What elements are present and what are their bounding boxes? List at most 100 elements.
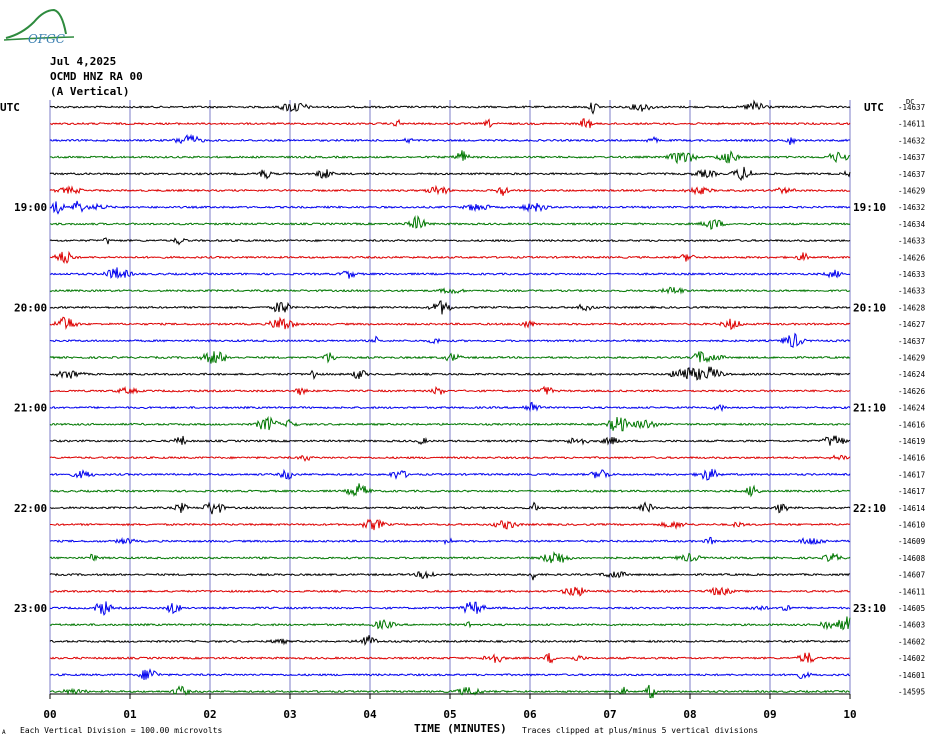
dc-offset-33: -14602: [898, 654, 925, 663]
trace-32: [49, 635, 851, 646]
dc-offset-9: -14626: [898, 253, 926, 262]
trace-21: [49, 454, 851, 462]
dc-offset-30: -14605: [898, 604, 925, 613]
trace-18: [49, 401, 851, 413]
x-tick-label-10: 10: [843, 708, 856, 721]
trace-7: [50, 215, 851, 230]
trace-11: [49, 286, 851, 295]
x-tick-label-05: 05: [443, 708, 456, 721]
right-utc-label: UTC: [864, 101, 884, 114]
trace-27: [49, 551, 851, 564]
trace-28: [49, 570, 851, 581]
dc-offset-21: -14616: [898, 454, 926, 463]
right-hour-label: 19:10: [853, 201, 886, 214]
dc-offset-29: -14611: [898, 587, 925, 596]
dc-offset-32: -14602: [898, 637, 925, 646]
dc-offset-1: -14611: [898, 120, 925, 129]
trace-25: [50, 518, 851, 531]
label-group: 00 01 02 03 04 05 06 07 08 09 10 -14637 -14611 -14632…: [14, 98, 926, 721]
dc-offset-23: -14617: [898, 487, 925, 496]
x-tick-label-00: 00: [43, 708, 56, 721]
dc-offset-25: -14610: [898, 521, 926, 530]
trace-29: [49, 586, 851, 597]
dc-offset-8: -14633: [898, 237, 925, 246]
grid-lines: [49, 100, 851, 699]
right-hour-label: 23:10: [853, 602, 886, 615]
dc-offset-6: -14632: [898, 203, 925, 212]
trace-24: [49, 501, 851, 515]
trace-17: [49, 385, 851, 396]
x-tick-label-09: 09: [763, 708, 776, 721]
right-hour-label: 22:10: [853, 502, 886, 515]
component-label: (A Vertical): [50, 85, 130, 98]
dc-offset-34: -14601: [898, 671, 925, 680]
dc-offset-11: -14633: [898, 287, 925, 296]
dc-column-header: DC: [906, 98, 914, 106]
x-tick-label-01: 01: [123, 708, 137, 721]
right-hour-label: 20:10: [853, 301, 886, 314]
dc-offset-17: -14626: [898, 387, 926, 396]
dc-offset-13: -14627: [898, 320, 925, 329]
trace-1: [49, 118, 851, 129]
ofgc-logo: OFGC: [3, 4, 76, 46]
corner-mark: A: [2, 729, 6, 736]
x-axis-title: TIME (MINUTES): [414, 722, 507, 735]
trace-0: [49, 99, 851, 115]
dc-offset-26: -14609: [898, 537, 925, 546]
left-utc-label: UTC: [0, 101, 20, 114]
dc-offset-4: -14637: [898, 170, 925, 179]
dc-offset-31: -14603: [898, 621, 925, 630]
dc-offset-27: -14608: [898, 554, 926, 563]
trace-34: [49, 668, 851, 680]
dc-offset-10: -14633: [898, 270, 925, 279]
dc-offset-16: -14624: [898, 370, 926, 379]
x-tick-label-07: 07: [603, 708, 616, 721]
trace-15: [49, 350, 851, 364]
logo-text: OFGC: [28, 32, 65, 46]
right-hour-label: 21:10: [853, 402, 886, 415]
trace-20: [49, 435, 851, 446]
trace-35: [49, 684, 850, 699]
x-tick-label-03: 03: [283, 708, 296, 721]
trace-30: [49, 601, 851, 616]
left-hour-label: 20:00: [14, 301, 47, 314]
trace-10: [49, 267, 851, 280]
dc-offset-18: -14624: [898, 404, 926, 413]
division-note: Each Vertical Division = 100.00 microvol…: [20, 726, 223, 735]
trace-6: [49, 200, 851, 215]
trace-33: [50, 652, 851, 664]
trace-group: [49, 99, 851, 699]
dc-offset-35: -14595: [898, 688, 925, 697]
dc-offset-19: -14616: [898, 420, 926, 429]
dc-offset-20: -14619: [898, 437, 925, 446]
x-tick-label-06: 06: [523, 708, 537, 721]
dc-offset-3: -14637: [898, 153, 925, 162]
clipping-note: Traces clipped at plus/minus 5 vertical …: [522, 726, 759, 735]
x-tick-label-04: 04: [363, 708, 377, 721]
trace-2: [49, 133, 851, 146]
x-tick-label-08: 08: [683, 708, 696, 721]
station-label: OCMD HNZ RA 00: [50, 70, 143, 83]
dc-offset-2: -14632: [898, 136, 925, 145]
dc-offset-24: -14614: [898, 504, 926, 513]
left-hour-label: 23:00: [14, 602, 47, 615]
trace-16: [49, 366, 851, 381]
left-hour-label: 22:00: [14, 502, 47, 515]
trace-3: [49, 150, 851, 165]
dc-offset-7: -14634: [898, 220, 926, 229]
trace-12: [49, 300, 851, 315]
trace-22: [49, 468, 851, 481]
dc-offset-14: -14637: [898, 337, 925, 346]
dc-offset-0: -14637: [898, 103, 925, 112]
trace-31: [49, 616, 851, 631]
trace-26: [49, 536, 851, 546]
dc-offset-5: -14629: [898, 187, 925, 196]
trace-19: [49, 415, 851, 432]
dc-offset-28: -14607: [898, 571, 925, 580]
trace-8: [49, 237, 851, 246]
left-hour-label: 21:00: [14, 402, 47, 415]
dc-offset-15: -14629: [898, 354, 925, 363]
trace-9: [49, 250, 851, 264]
date-label: Jul 4,2025: [50, 55, 117, 68]
